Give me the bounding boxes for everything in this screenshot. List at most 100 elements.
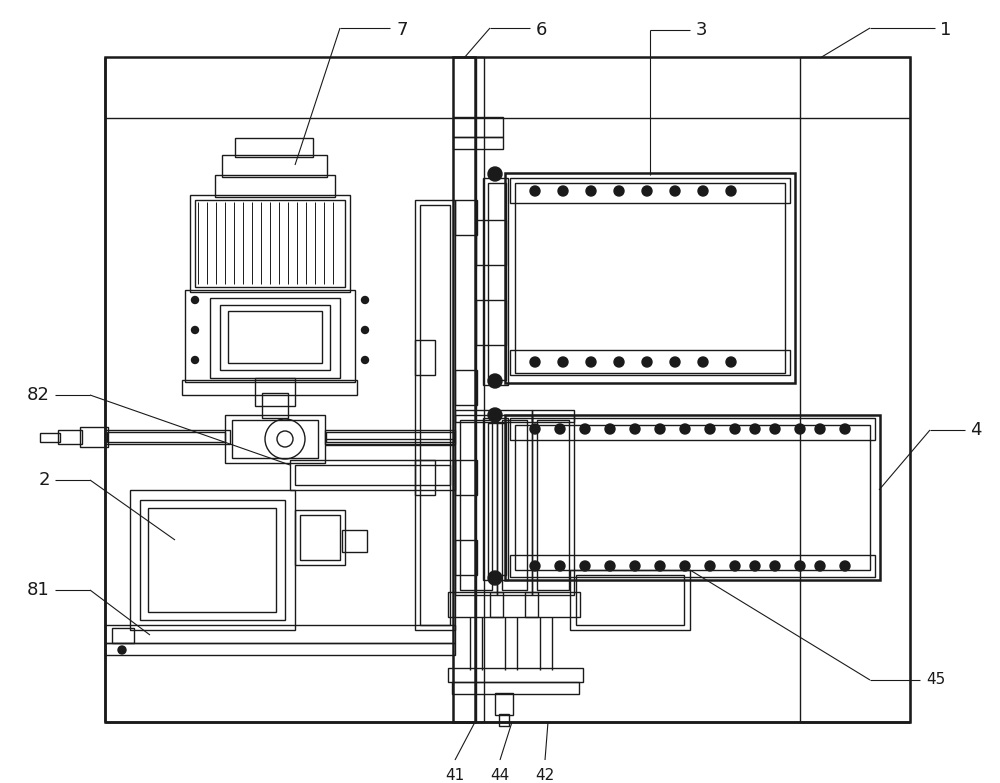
Circle shape bbox=[530, 357, 540, 367]
Bar bbox=[455, 410, 497, 422]
Bar bbox=[452, 682, 579, 694]
Circle shape bbox=[795, 424, 805, 434]
Circle shape bbox=[586, 186, 596, 196]
Bar bbox=[476, 220, 506, 265]
Circle shape bbox=[530, 424, 540, 434]
Bar bbox=[210, 298, 340, 378]
Circle shape bbox=[630, 424, 640, 434]
Circle shape bbox=[815, 424, 825, 434]
Bar bbox=[460, 420, 492, 590]
Circle shape bbox=[192, 327, 198, 334]
Text: 6: 6 bbox=[536, 21, 547, 39]
Circle shape bbox=[840, 424, 850, 434]
Circle shape bbox=[488, 571, 502, 585]
Circle shape bbox=[630, 561, 640, 571]
Text: 42: 42 bbox=[535, 768, 555, 783]
Circle shape bbox=[580, 561, 590, 571]
Bar bbox=[232, 420, 318, 458]
Bar bbox=[290, 460, 455, 490]
Circle shape bbox=[655, 424, 665, 434]
Bar bbox=[195, 200, 345, 287]
Circle shape bbox=[680, 424, 690, 434]
Bar bbox=[510, 555, 875, 577]
Circle shape bbox=[770, 424, 780, 434]
Bar bbox=[215, 175, 335, 197]
Bar bbox=[497, 415, 532, 595]
Bar bbox=[415, 460, 435, 495]
Bar bbox=[415, 200, 455, 630]
Bar bbox=[182, 380, 357, 395]
Circle shape bbox=[698, 186, 708, 196]
Bar bbox=[107, 432, 225, 442]
Text: 4: 4 bbox=[970, 421, 982, 439]
Circle shape bbox=[642, 357, 652, 367]
Bar bbox=[190, 195, 350, 292]
Bar bbox=[455, 460, 477, 495]
Bar bbox=[515, 425, 870, 570]
Bar bbox=[505, 415, 880, 580]
Bar bbox=[532, 410, 574, 422]
Bar bbox=[105, 625, 455, 643]
Text: 82: 82 bbox=[27, 386, 50, 404]
Circle shape bbox=[362, 327, 368, 334]
Bar bbox=[222, 155, 327, 177]
Bar bbox=[228, 311, 322, 363]
Bar bbox=[185, 290, 355, 382]
Circle shape bbox=[614, 357, 624, 367]
Bar bbox=[300, 515, 340, 560]
Circle shape bbox=[362, 297, 368, 304]
Bar bbox=[453, 117, 503, 137]
Circle shape bbox=[488, 408, 502, 422]
Bar bbox=[342, 530, 367, 552]
Circle shape bbox=[730, 424, 740, 434]
Circle shape bbox=[770, 561, 780, 571]
Circle shape bbox=[555, 424, 565, 434]
Text: 44: 44 bbox=[490, 768, 510, 783]
Circle shape bbox=[670, 357, 680, 367]
Bar bbox=[420, 205, 450, 625]
Circle shape bbox=[730, 561, 740, 571]
Text: 1: 1 bbox=[940, 21, 951, 39]
Bar bbox=[532, 415, 574, 595]
Bar bbox=[537, 420, 569, 590]
Circle shape bbox=[586, 357, 596, 367]
Circle shape bbox=[488, 374, 502, 388]
Bar bbox=[148, 508, 276, 612]
Text: 45: 45 bbox=[926, 673, 945, 687]
Bar bbox=[570, 570, 690, 630]
Text: 41: 41 bbox=[445, 768, 465, 783]
Bar bbox=[58, 430, 82, 444]
Bar bbox=[483, 418, 508, 580]
Bar bbox=[499, 714, 509, 726]
Bar bbox=[525, 592, 580, 617]
Circle shape bbox=[580, 424, 590, 434]
Bar bbox=[448, 668, 583, 682]
Circle shape bbox=[705, 561, 715, 571]
Bar bbox=[453, 57, 475, 722]
Circle shape bbox=[750, 561, 760, 571]
Bar bbox=[448, 592, 503, 617]
Bar bbox=[476, 300, 506, 345]
Bar bbox=[112, 628, 134, 643]
Bar bbox=[235, 138, 313, 157]
Circle shape bbox=[655, 561, 665, 571]
Bar bbox=[455, 415, 497, 595]
Bar bbox=[105, 643, 455, 655]
Text: 3: 3 bbox=[696, 21, 708, 39]
Bar bbox=[510, 418, 875, 440]
Bar bbox=[80, 427, 108, 447]
Circle shape bbox=[642, 186, 652, 196]
Text: 81: 81 bbox=[27, 581, 50, 599]
Circle shape bbox=[705, 424, 715, 434]
Bar bbox=[800, 57, 910, 722]
Bar bbox=[325, 430, 455, 444]
Text: 2: 2 bbox=[38, 471, 50, 489]
Bar bbox=[515, 183, 785, 373]
Circle shape bbox=[362, 356, 368, 363]
Bar bbox=[455, 370, 477, 405]
Circle shape bbox=[605, 424, 615, 434]
Circle shape bbox=[118, 646, 126, 654]
Circle shape bbox=[726, 357, 736, 367]
Circle shape bbox=[614, 186, 624, 196]
Bar bbox=[255, 378, 295, 406]
